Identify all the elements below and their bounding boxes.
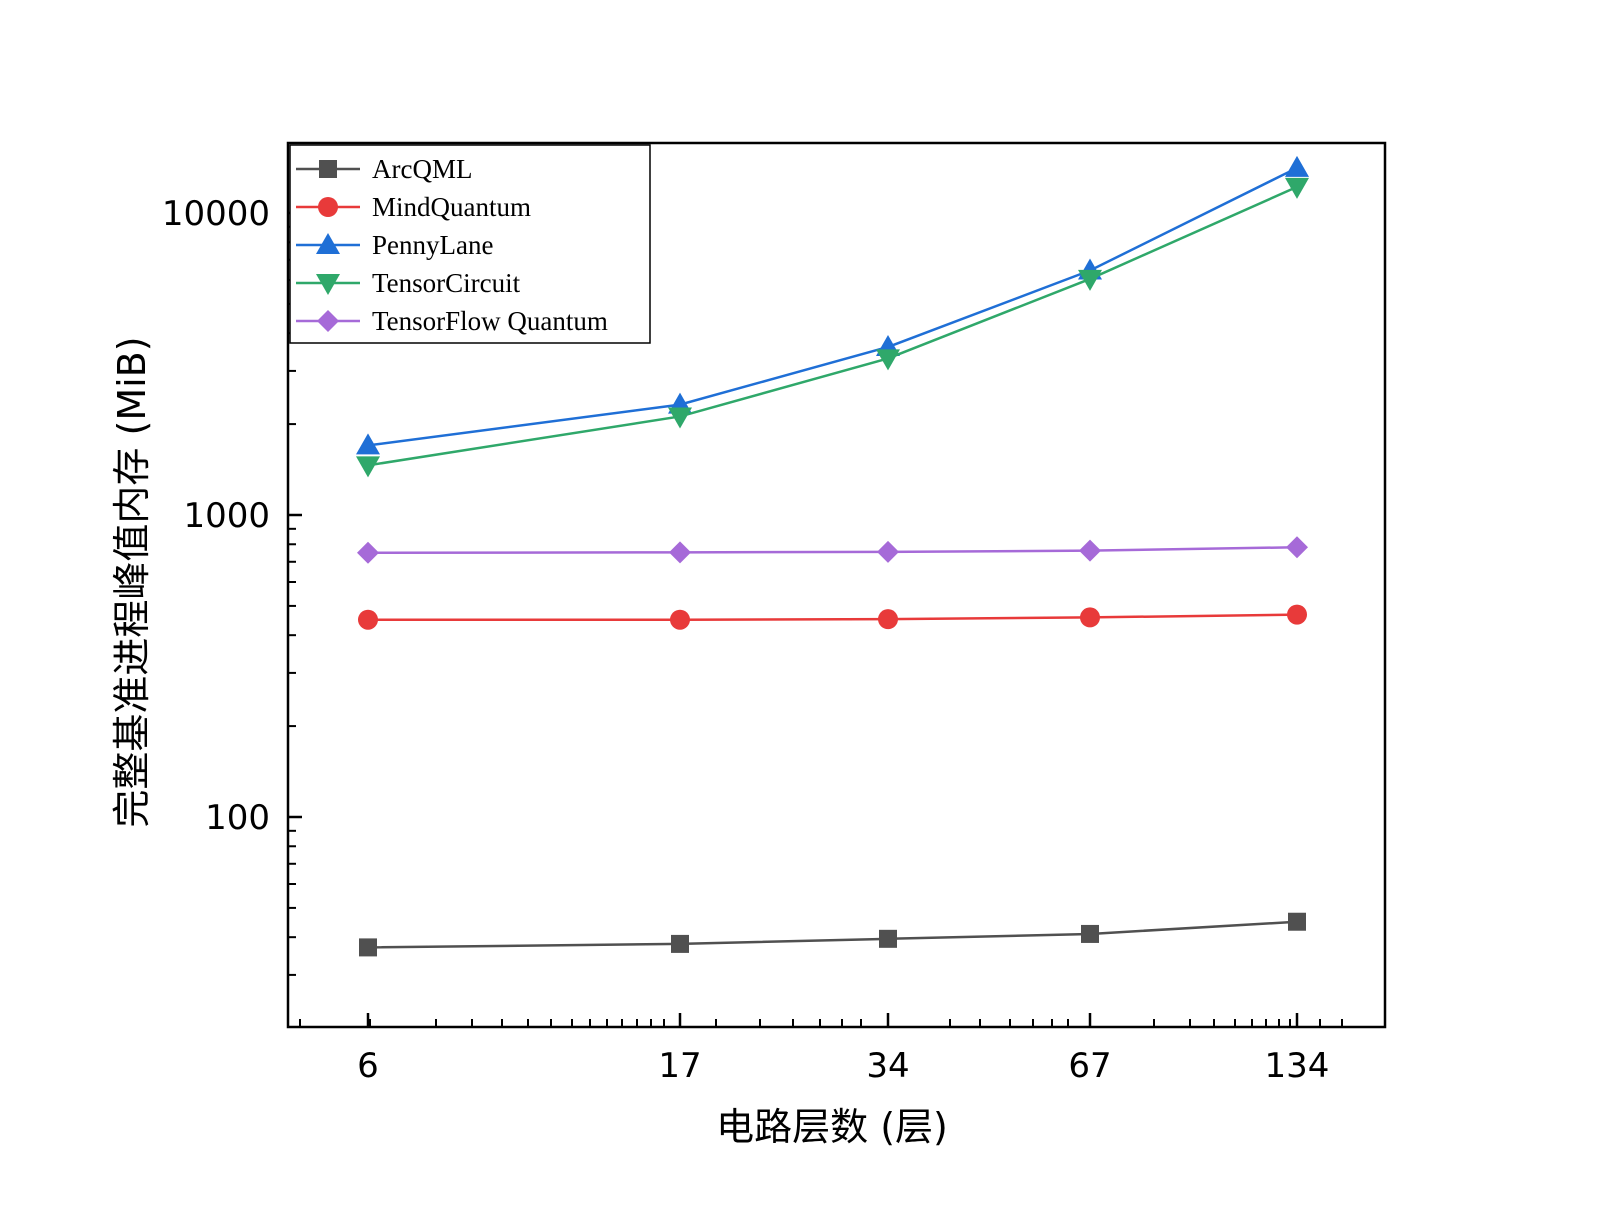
- data-point: [356, 433, 380, 455]
- x-axis-title: 电路层数 (层): [716, 1105, 948, 1149]
- data-point: [357, 541, 379, 564]
- y-axis-title: 完整基准进程峰值内存 (MiB): [110, 336, 154, 827]
- data-point: [670, 609, 690, 630]
- legend-entry: TensorFlow Quantum: [296, 306, 608, 336]
- series-layer: [356, 155, 1309, 957]
- data-point: [359, 938, 377, 957]
- x-tick-label: 67: [1068, 1046, 1111, 1086]
- x-tick-label: 34: [866, 1046, 909, 1086]
- series-tensorflow-quantum: [357, 536, 1308, 564]
- data-point: [1078, 269, 1102, 291]
- data-point: [1080, 607, 1100, 628]
- y-tick-label: 10000: [162, 194, 270, 234]
- axis-layer: 100 1000 10000 6 17 34 67 134: [162, 194, 1343, 1086]
- legend-label: TensorCircuit: [372, 268, 521, 298]
- legend-marker: [319, 160, 337, 178]
- legend-entry: ArcQML: [296, 154, 472, 184]
- x-tick-label: 17: [658, 1046, 701, 1086]
- data-point: [669, 541, 691, 564]
- legend-entry: PennyLane: [296, 230, 493, 260]
- legend-marker: [317, 310, 339, 332]
- legend-marker: [316, 233, 340, 254]
- data-point: [1288, 912, 1306, 931]
- data-point: [1285, 177, 1309, 199]
- legend-label: PennyLane: [372, 230, 493, 260]
- series-tensorcircuit: [356, 177, 1309, 478]
- data-point: [358, 609, 378, 630]
- data-point: [876, 349, 900, 371]
- legend-marker: [316, 274, 340, 295]
- legend-entry: MindQuantum: [296, 192, 531, 222]
- series-line: [367, 920, 1298, 949]
- data-point: [1081, 924, 1099, 943]
- y-tick-label: 100: [205, 798, 270, 838]
- series-line: [368, 613, 1298, 621]
- data-point: [1286, 536, 1308, 559]
- data-point: [671, 934, 689, 953]
- data-point: [1285, 155, 1309, 177]
- legend: ArcQML MindQuantum PennyLane TensorCircuit T…: [289, 144, 651, 344]
- series-mindquantum: [358, 604, 1307, 630]
- data-point: [1287, 604, 1307, 625]
- series-line: [367, 546, 1298, 554]
- data-point: [668, 407, 692, 429]
- data-point: [356, 456, 380, 478]
- x-tick-label: 134: [1265, 1046, 1330, 1086]
- legend-label: TensorFlow Quantum: [372, 306, 608, 336]
- series-arcqml: [359, 912, 1306, 957]
- x-tick-label: 6: [357, 1046, 379, 1086]
- legend-entry: TensorCircuit: [296, 268, 521, 298]
- legend-label: ArcQML: [372, 154, 472, 184]
- data-point: [877, 540, 899, 563]
- plot-frame: [286, 141, 1387, 1029]
- data-point: [878, 609, 898, 630]
- data-point: [879, 929, 897, 948]
- data-point: [1079, 539, 1101, 562]
- legend-marker: [318, 197, 338, 217]
- legend-label: MindQuantum: [372, 192, 531, 222]
- plot-area: [286, 141, 1387, 1029]
- y-tick-label: 1000: [183, 496, 270, 536]
